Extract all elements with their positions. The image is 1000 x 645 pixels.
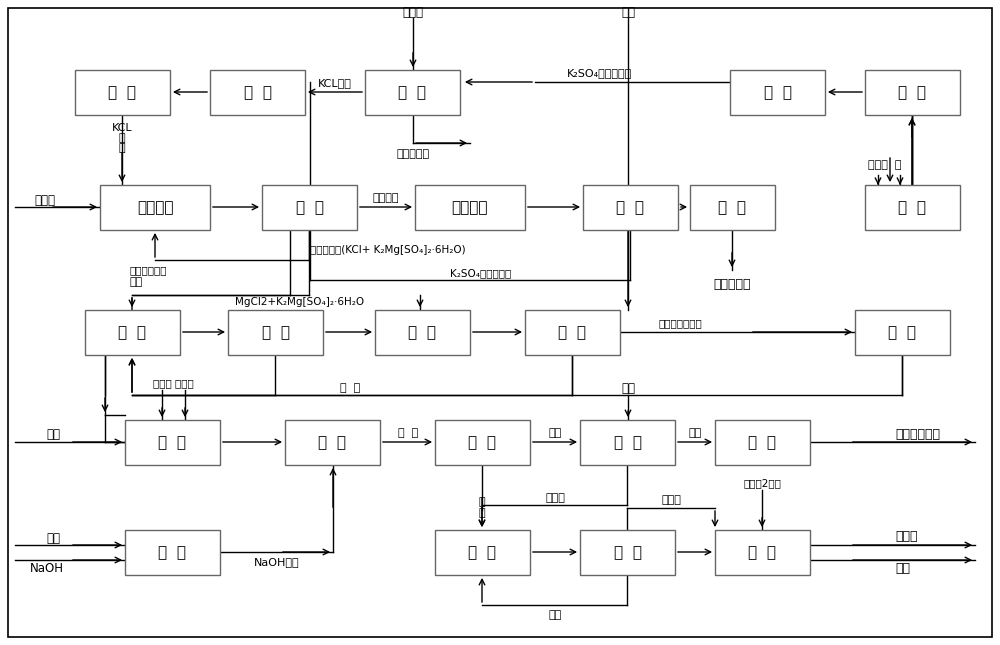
Bar bbox=[865, 185, 960, 230]
Text: 分  离: 分 离 bbox=[616, 200, 644, 215]
Bar bbox=[580, 420, 675, 465]
Text: NaOH: NaOH bbox=[30, 562, 64, 575]
Text: 洗出液: 洗出液 bbox=[545, 493, 565, 503]
Bar bbox=[415, 185, 525, 230]
Bar bbox=[583, 185, 678, 230]
Text: 溶  解: 溶 解 bbox=[898, 200, 926, 215]
Text: 滤饼: 滤饼 bbox=[548, 428, 562, 438]
Text: 储  槽: 储 槽 bbox=[108, 85, 136, 100]
Bar bbox=[435, 530, 530, 575]
Text: 储  槽: 储 槽 bbox=[889, 325, 916, 340]
Bar bbox=[715, 420, 810, 465]
Bar bbox=[715, 530, 810, 575]
Text: 氯化钾: 氯化钾 bbox=[402, 6, 424, 19]
Text: 净  化: 净 化 bbox=[158, 435, 186, 450]
Text: 分  离: 分 离 bbox=[614, 545, 642, 560]
Text: 洗  涤: 洗 涤 bbox=[409, 325, 436, 340]
Text: 分  离: 分 离 bbox=[296, 200, 324, 215]
Text: 洗  涤: 洗 涤 bbox=[614, 435, 642, 450]
Text: 粗软钾镁矾(KCl+ K₂Mg[SO₄]₂·6H₂O): 粗软钾镁矾(KCl+ K₂Mg[SO₄]₂·6H₂O) bbox=[310, 245, 466, 255]
Text: K₂SO₄母液及洗水: K₂SO₄母液及洗水 bbox=[567, 68, 633, 78]
Text: K₂SO₄母液及洗水: K₂SO₄母液及洗水 bbox=[450, 268, 511, 278]
Text: 软钾镁矾: 软钾镁矾 bbox=[373, 193, 399, 203]
Text: 纯水: 纯水 bbox=[46, 531, 60, 544]
Bar bbox=[100, 185, 210, 230]
Text: 液: 液 bbox=[479, 508, 485, 518]
Text: KCL溶液: KCL溶液 bbox=[318, 78, 352, 88]
Text: 蒸  发: 蒸 发 bbox=[119, 325, 146, 340]
Text: 滤饼: 滤饼 bbox=[688, 428, 702, 438]
Text: 沉  淀: 沉 淀 bbox=[318, 435, 347, 450]
Text: 蒸  发: 蒸 发 bbox=[468, 545, 496, 560]
Bar bbox=[730, 70, 825, 115]
Text: 干  燥: 干 燥 bbox=[718, 200, 746, 215]
Bar bbox=[525, 310, 620, 355]
Text: 氯化钾溶液: 氯化钾溶液 bbox=[396, 149, 430, 159]
Bar bbox=[435, 420, 530, 465]
Bar bbox=[85, 310, 180, 355]
Text: NaOH溶液: NaOH溶液 bbox=[254, 557, 300, 567]
Text: 钾石盐: 钾石盐 bbox=[661, 495, 681, 505]
Text: 老卤: 老卤 bbox=[130, 277, 143, 287]
Text: MgCl2+K₂Mg[SO₄]₂·6H₂O: MgCl2+K₂Mg[SO₄]₂·6H₂O bbox=[235, 297, 364, 307]
Text: 过  滤: 过 滤 bbox=[898, 85, 926, 100]
Text: 分  离: 分 离 bbox=[262, 325, 290, 340]
Text: KCL: KCL bbox=[112, 123, 132, 133]
Text: 分  离: 分 离 bbox=[558, 325, 586, 340]
Bar bbox=[262, 185, 357, 230]
Text: 十八胺2号油: 十八胺2号油 bbox=[743, 478, 781, 488]
Text: 粗钾: 粗钾 bbox=[895, 562, 910, 575]
Text: 料  浆: 料 浆 bbox=[398, 428, 418, 438]
Text: 过  滤: 过 滤 bbox=[244, 85, 272, 100]
Text: 纯水: 纯水 bbox=[621, 6, 635, 19]
Text: 溶: 溶 bbox=[119, 133, 125, 143]
Text: 液: 液 bbox=[119, 143, 125, 153]
Text: 工业盐: 工业盐 bbox=[895, 530, 918, 544]
Text: 浮  选: 浮 选 bbox=[748, 545, 776, 560]
Bar bbox=[285, 420, 380, 465]
Text: 氯化钾  水: 氯化钾 水 bbox=[868, 160, 902, 170]
Text: 干  燥: 干 燥 bbox=[748, 435, 776, 450]
Bar bbox=[375, 310, 470, 355]
Text: 老卤: 老卤 bbox=[46, 428, 60, 441]
Text: 氧化剂 吸附剂: 氧化剂 吸附剂 bbox=[153, 378, 193, 388]
Bar bbox=[125, 420, 220, 465]
Bar bbox=[690, 185, 775, 230]
Text: 二步反应: 二步反应 bbox=[452, 200, 488, 215]
Text: 硫酸镁: 硫酸镁 bbox=[34, 194, 55, 206]
Bar bbox=[855, 310, 950, 355]
Text: 一步反应: 一步反应 bbox=[137, 200, 173, 215]
Bar bbox=[210, 70, 305, 115]
Bar bbox=[228, 310, 323, 355]
Bar bbox=[865, 70, 960, 115]
Text: 硫酸钾成品: 硫酸钾成品 bbox=[713, 279, 751, 292]
Text: 母液: 母液 bbox=[548, 610, 562, 620]
Bar bbox=[580, 530, 675, 575]
Bar bbox=[365, 70, 460, 115]
Bar bbox=[125, 530, 220, 575]
Text: 粗软钾镁矾母液: 粗软钾镁矾母液 bbox=[658, 318, 702, 328]
Text: 软钾镁矾母液: 软钾镁矾母液 bbox=[130, 265, 168, 275]
Text: 氢氧化镁成品: 氢氧化镁成品 bbox=[895, 428, 940, 441]
Text: 溶  解: 溶 解 bbox=[398, 85, 426, 100]
Text: 储  槽: 储 槽 bbox=[764, 85, 792, 100]
Bar bbox=[75, 70, 170, 115]
Text: 母  液: 母 液 bbox=[340, 383, 360, 393]
Text: 母: 母 bbox=[479, 497, 485, 507]
Text: 溶  解: 溶 解 bbox=[158, 545, 186, 560]
Text: 分  离: 分 离 bbox=[468, 435, 496, 450]
Text: 纯水: 纯水 bbox=[621, 381, 635, 395]
